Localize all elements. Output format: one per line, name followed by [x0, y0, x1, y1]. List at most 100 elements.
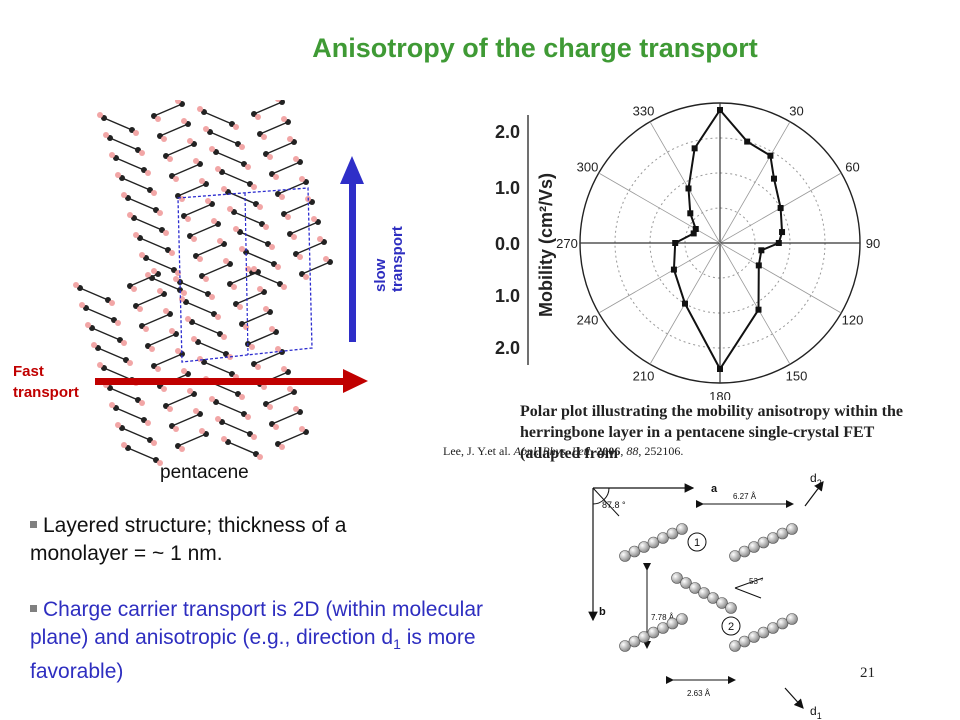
- lattice-hydrogen: [91, 342, 97, 348]
- lattice-hydrogen: [217, 238, 223, 244]
- angle-label-210: 210: [633, 369, 655, 384]
- lattice-bond: [221, 421, 251, 435]
- lattice-hydrogen: [193, 408, 199, 414]
- lattice-hydrogen: [79, 302, 85, 308]
- angle-label-180: 180: [709, 389, 731, 400]
- lattice-hydrogen: [185, 316, 191, 322]
- lattice-bond: [165, 143, 195, 157]
- d1-arrow: [784, 687, 804, 709]
- lattice-bond: [265, 141, 295, 155]
- lattice-bond: [179, 281, 209, 295]
- lattice-hydrogen: [161, 136, 167, 142]
- axis-a-label: a: [711, 483, 718, 495]
- mobility-point: [717, 366, 723, 372]
- lattice-hydrogen: [185, 216, 191, 222]
- lattice-hydrogen: [191, 336, 197, 342]
- lattice-bond: [215, 151, 245, 165]
- lattice-bond: [277, 181, 307, 195]
- lattice-hydrogen: [145, 272, 151, 278]
- lattice-hydrogen: [197, 256, 203, 262]
- lattice-bond: [115, 407, 145, 421]
- lattice-hydrogen: [285, 214, 291, 220]
- lattice-bond: [109, 387, 139, 401]
- lattice-hydrogen: [181, 118, 187, 124]
- molecule-atom: [767, 622, 779, 634]
- molecule-atom: [757, 536, 770, 549]
- lattice-hydrogen: [257, 286, 263, 292]
- lattice-hydrogen: [115, 422, 121, 428]
- polar-angle-labels: 0 30 60 90 120 150 180 210 240 270 300 3…: [556, 95, 880, 400]
- bullet-square-icon: [30, 604, 37, 612]
- lattice-hydrogen: [187, 388, 193, 394]
- lattice-bond: [241, 311, 271, 325]
- d2-arrow: [804, 481, 824, 507]
- molecule-atom: [638, 541, 650, 553]
- lattice-hydrogen: [255, 114, 261, 120]
- lattice-bond: [283, 201, 313, 215]
- mobility-point: [755, 262, 762, 269]
- lattice-bond: [109, 137, 139, 151]
- lattice-hydrogen: [181, 368, 187, 374]
- molecule-atom: [786, 523, 798, 535]
- mobility-point: [672, 240, 679, 246]
- lattice-bond: [147, 333, 177, 347]
- lattice-hydrogen: [231, 284, 237, 290]
- molecule-atom: [748, 631, 760, 643]
- lattice-hydrogen: [173, 176, 179, 182]
- lattice-hydrogen: [209, 396, 215, 402]
- fast-transport-arrow-head: [343, 369, 368, 393]
- molecule-atom: [689, 582, 701, 594]
- lattice-bond: [277, 431, 307, 445]
- molecule-2-label: 2: [728, 621, 734, 633]
- lattice-hydrogen: [275, 264, 281, 270]
- lattice-hydrogen: [279, 444, 285, 450]
- bullet-2-subscript: 1: [393, 636, 401, 653]
- lattice-hydrogen: [121, 442, 127, 448]
- mobility-point: [755, 306, 762, 313]
- bullet-2-text-b: is more favorable): [30, 626, 476, 684]
- molecule-atom: [738, 545, 751, 558]
- lattice-bond: [245, 251, 275, 265]
- lattice-hydrogen: [137, 306, 143, 312]
- lattice-hydrogen: [299, 426, 305, 432]
- lattice-hydrogen: [187, 138, 193, 144]
- lattice-hydrogen: [109, 300, 115, 306]
- lattice-bond: [227, 441, 257, 455]
- lattice-hydrogen: [115, 172, 121, 178]
- lattice-hydrogen: [199, 428, 205, 434]
- molecule-atom: [619, 640, 631, 652]
- lattice-bond: [215, 401, 245, 415]
- lattice-hydrogen: [169, 328, 175, 334]
- lattice-hydrogen: [227, 206, 233, 212]
- lattice-hydrogen: [203, 276, 209, 282]
- lattice-bond: [127, 447, 157, 461]
- angle-label-150: 150: [786, 369, 808, 384]
- lattice-bond: [85, 307, 115, 321]
- molecule-atom: [729, 640, 741, 652]
- molecule-atom: [676, 523, 688, 535]
- lattice-bond: [97, 347, 127, 361]
- molecule-atom: [707, 592, 719, 604]
- reference-volume: 88: [626, 444, 639, 458]
- lattice-hydrogen: [239, 394, 245, 400]
- lattice-bond: [129, 273, 159, 287]
- angle-label-300: 300: [577, 160, 599, 175]
- molecule-atom: [738, 635, 751, 648]
- molecule-atom: [776, 617, 789, 630]
- lattice-hydrogen: [97, 112, 103, 118]
- lattice-bond: [253, 351, 283, 365]
- radial-tick-4: 1.0: [495, 286, 520, 306]
- reference-authors: Lee, J. Y.et al.: [443, 444, 511, 458]
- lattice-hydrogen: [203, 126, 209, 132]
- lattice-hydrogen: [181, 290, 187, 296]
- lattice-bond: [135, 293, 165, 307]
- lattice-hydrogen: [73, 282, 79, 288]
- distance-a-label: 6.27 Å: [733, 492, 757, 501]
- lattice-bond: [289, 221, 319, 235]
- lattice-bond: [91, 327, 121, 341]
- fast-label-line1: Fast: [13, 363, 44, 380]
- lattice-hydrogen: [221, 436, 227, 442]
- slow-transport-label: slow transport: [372, 226, 406, 292]
- lattice-bond: [253, 101, 283, 115]
- lattice-hydrogen: [149, 346, 155, 352]
